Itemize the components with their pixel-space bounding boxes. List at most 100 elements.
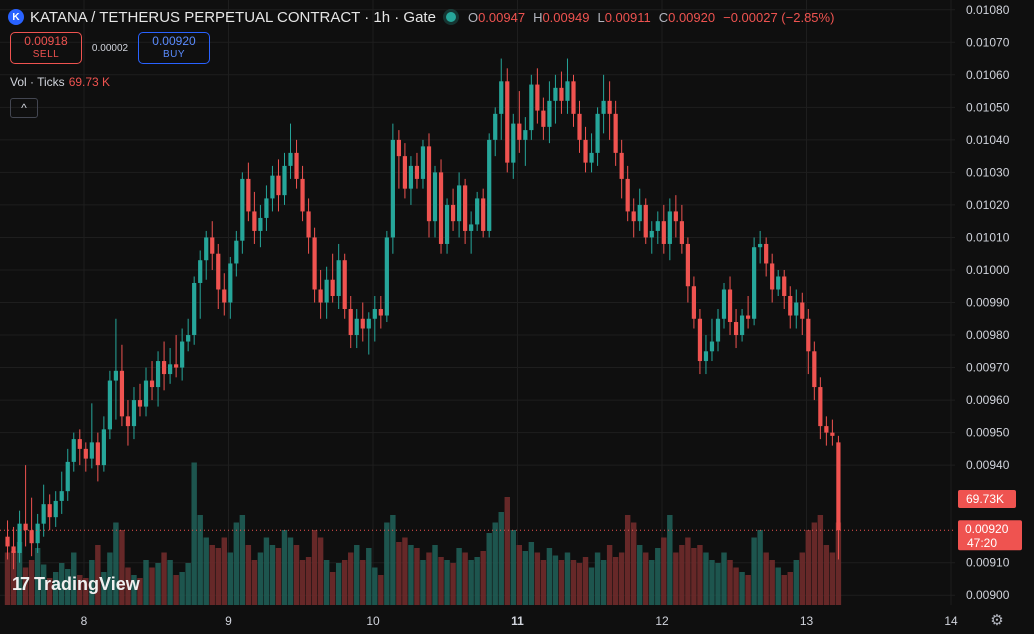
price-tick-label: 0.01080 — [966, 3, 1010, 17]
volume-bar — [552, 555, 559, 605]
chevron-up-icon[interactable]: ^ — [10, 98, 38, 118]
candle-body — [95, 442, 100, 466]
volume-bar — [685, 537, 691, 605]
volume-bar — [209, 545, 215, 605]
tradingview-logo: 17 TradingView — [12, 574, 140, 595]
volume-legend-value: 69.73 K — [68, 75, 111, 89]
volume-bar — [227, 552, 234, 605]
volume-bar — [16, 542, 23, 605]
candle-body — [583, 139, 588, 163]
candle-body — [119, 370, 125, 417]
volume-bar — [498, 512, 504, 605]
volume-bar — [95, 545, 101, 605]
volume-bar — [131, 575, 137, 605]
time-tick-label: 13 — [800, 614, 814, 628]
sell-button[interactable]: 0.00918 SELL — [10, 32, 82, 64]
volume-bar — [835, 522, 842, 605]
candle-body — [192, 282, 197, 336]
candle-body — [77, 439, 82, 449]
volume-bar — [420, 560, 426, 605]
candle-body — [402, 156, 408, 189]
price-tick-label: 0.01070 — [966, 35, 1010, 49]
candle-body — [493, 113, 498, 140]
volume-bar — [257, 552, 264, 605]
volume-bar — [721, 552, 727, 605]
candle-body — [252, 211, 257, 231]
volume-bar — [787, 572, 793, 605]
time-axis[interactable]: 8 9 10 11 12 13 14 — [81, 614, 958, 628]
candle-body — [812, 351, 817, 388]
axis-tags: 69.73K 0.00920 47:20 — [958, 490, 1022, 551]
buy-button[interactable]: 0.00920 BUY — [138, 32, 210, 64]
candle-body — [733, 322, 739, 336]
candle-body — [685, 243, 690, 287]
candle-body — [23, 523, 28, 531]
volume-bar — [576, 563, 583, 605]
symbol-title[interactable]: KATANA / TETHERUS PERPETUAL CONTRACT · 1… — [30, 8, 436, 26]
volume-bar — [540, 560, 547, 605]
volume-bar — [28, 560, 35, 605]
volume-bar — [480, 551, 486, 605]
candle-body — [174, 364, 179, 368]
volume-bar — [733, 567, 739, 605]
volume-bar — [408, 545, 414, 605]
candle-body — [529, 84, 534, 131]
ohlc-low: L0.00911 — [597, 9, 651, 25]
volume-bar — [137, 578, 143, 605]
price-tick-label: 0.01040 — [966, 133, 1010, 147]
volume-bar — [215, 548, 221, 605]
volume-bar — [655, 548, 661, 605]
candle-body — [420, 146, 426, 179]
volume-bar — [661, 537, 667, 605]
volume-bar — [191, 462, 197, 605]
candle-body — [565, 81, 570, 101]
volume-bar — [817, 515, 824, 605]
volume-bar — [667, 515, 673, 605]
volume-bar — [829, 552, 836, 605]
volume-bar — [600, 560, 607, 605]
candle-body — [499, 81, 504, 114]
candle-body — [625, 178, 630, 212]
volume-bar — [703, 552, 709, 605]
candle-body — [505, 81, 510, 163]
volume-bar — [618, 552, 625, 605]
candle-body — [673, 211, 678, 222]
volume-bar — [384, 522, 390, 605]
ohlc-high: H0.00949 — [533, 9, 590, 25]
candle-body — [186, 335, 191, 342]
volume-bar — [402, 537, 408, 605]
ohlc-open: O0.00947 — [467, 9, 526, 25]
volume-bar — [197, 515, 203, 605]
volume-tag-label: 69.73K — [966, 492, 1004, 506]
volume-bar — [317, 537, 324, 605]
bar-countdown: 47:20 — [967, 536, 997, 550]
candle-body — [41, 504, 46, 524]
settings-gear-icon[interactable]: ⚙ — [990, 612, 1004, 629]
candle-body — [547, 100, 552, 127]
volume-bar — [444, 560, 450, 605]
candle-body — [481, 198, 486, 231]
candle-body — [818, 387, 823, 427]
volume-bar — [612, 557, 619, 605]
market-open-icon — [445, 12, 456, 22]
candle-body — [414, 165, 420, 179]
volume-bar — [781, 575, 787, 605]
volume-legend[interactable]: Vol · Ticks 69.73 K — [10, 75, 110, 89]
volume-bar — [113, 522, 119, 605]
candle-body — [107, 380, 112, 430]
candle-body — [517, 123, 522, 140]
volume-bar — [311, 530, 318, 605]
volume-bar — [715, 563, 721, 605]
volume-bar — [522, 551, 529, 605]
price-tick-label: 0.00990 — [966, 296, 1010, 310]
volume-bar — [354, 545, 360, 605]
candle-body — [745, 315, 751, 319]
candle-body — [149, 380, 155, 388]
volume-bar — [173, 575, 179, 605]
candle-body — [354, 318, 359, 336]
candle-body — [613, 113, 618, 153]
volume-bar — [269, 545, 276, 605]
volume-bar — [390, 515, 396, 605]
price-axis[interactable]: 0.01080 0.01070 0.01060 0.01050 0.01040 0.010… — [966, 3, 1010, 602]
